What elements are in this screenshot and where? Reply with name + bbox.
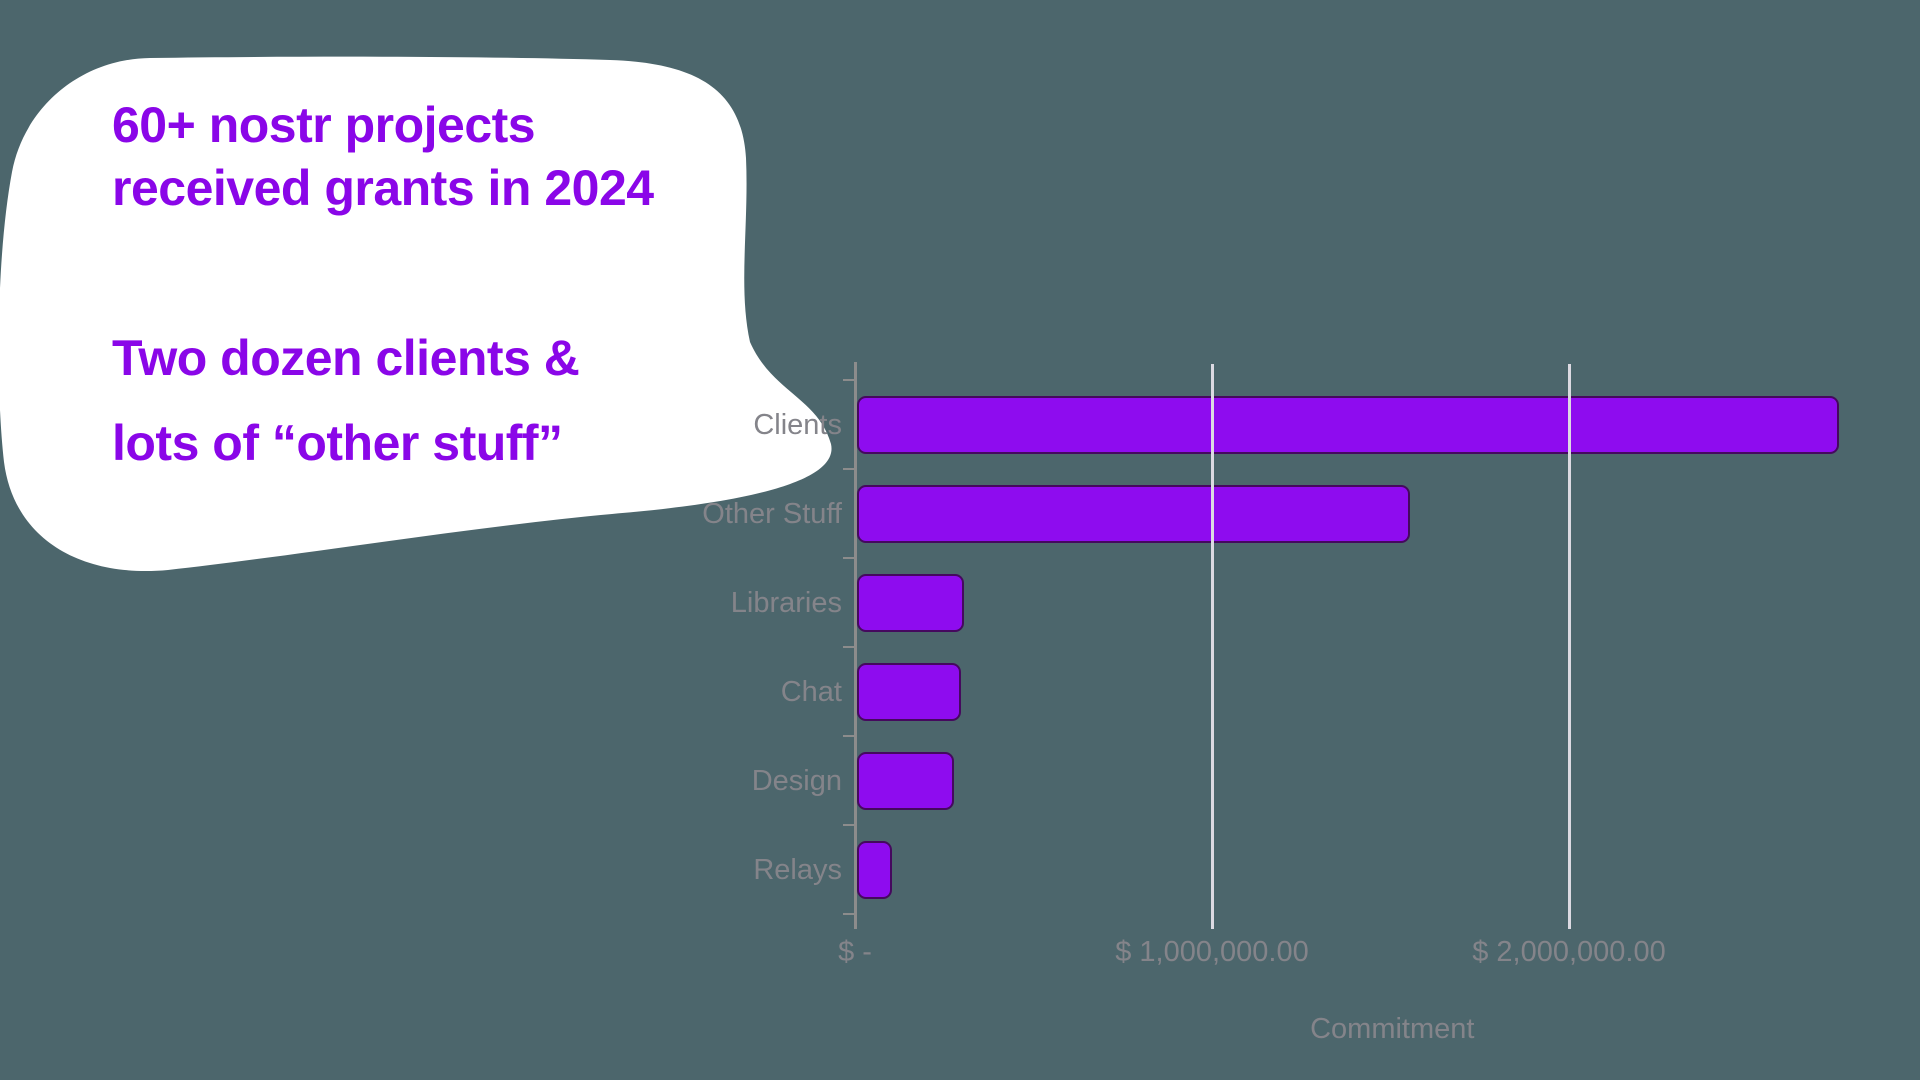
x-tick-mark-1000000 — [1210, 916, 1214, 929]
slide-title: 60+ nostr projects received grants in 20… — [112, 94, 654, 220]
category-label-clients: Clients — [753, 408, 842, 441]
slide-title-line-2: received grants in 2024 — [112, 160, 654, 216]
bar-libraries — [857, 573, 965, 632]
category-tick — [843, 379, 854, 381]
bar-chat — [857, 662, 961, 721]
gridline-1000000 — [1210, 364, 1214, 916]
category-label-other-stuff: Other Stuff — [702, 497, 842, 530]
category-tick — [843, 913, 854, 915]
category-tick — [843, 557, 854, 559]
category-label-design: Design — [751, 764, 842, 797]
bar-clients — [857, 395, 1839, 454]
x-tick-label-2000000: $ 2,000,000.00 — [1472, 936, 1666, 968]
x-tick-mark-2000000 — [1567, 916, 1571, 929]
slide-subtitle-line-1: Two dozen clients & — [112, 330, 580, 386]
category-axis-line — [853, 362, 857, 928]
category-label-libraries: Libraries — [730, 586, 842, 619]
slide-subtitle-line-2: lots of “other stuff” — [112, 415, 563, 471]
category-label-relays: Relays — [753, 853, 842, 886]
category-tick — [843, 646, 854, 648]
bar-other-stuff — [857, 484, 1411, 543]
gridline-2000000 — [1567, 364, 1571, 916]
x-tick-label-1000000: $ 1,000,000.00 — [1115, 936, 1309, 968]
slide-title-line-1: 60+ nostr projects — [112, 97, 536, 153]
x-tick-label-0: $ - — [838, 936, 872, 968]
category-tick — [843, 735, 854, 737]
x-axis-title: Commitment — [1310, 1013, 1475, 1045]
category-tick — [843, 824, 854, 826]
slide-subtitle: Two dozen clients & lots of “other stuff… — [112, 330, 580, 503]
category-label-chat: Chat — [780, 675, 842, 708]
bar-design — [857, 751, 955, 810]
category-tick — [843, 468, 854, 470]
x-tick-mark-0 — [853, 916, 857, 929]
bar-relays — [857, 840, 892, 899]
